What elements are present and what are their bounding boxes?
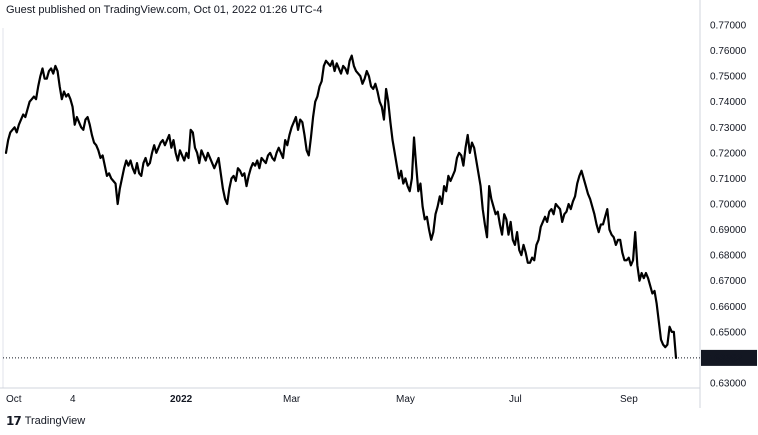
publish-info: Guest published on TradingView.com, Oct …	[6, 4, 323, 16]
y-axis-ticks: 0.77000 0.76000 0.75000 0.74000 0.73000 0.720…	[710, 21, 747, 390]
x-tick-label: Oct	[6, 394, 22, 405]
y-tick-label: 0.68000	[710, 251, 747, 262]
tradingview-branding[interactable]: 𝟭𝟳 TradingView	[6, 414, 85, 428]
y-tick-label: 0.74000	[710, 97, 747, 108]
y-tick-label: 0.73000	[710, 123, 747, 134]
y-tick-label: 0.77000	[710, 21, 747, 32]
y-tick-label: 0.71000	[710, 174, 747, 185]
x-tick-label: 2022	[170, 394, 193, 405]
y-tick-label: 0.69000	[710, 225, 747, 236]
x-axis-ticks: Oct 4 2022 Mar May Jul Sep	[6, 394, 638, 405]
y-tick-label: 0.63000	[710, 379, 747, 390]
last-price-label: 0.63982	[706, 353, 743, 364]
x-tick-label: Mar	[283, 394, 301, 405]
x-tick-label: Jul	[509, 394, 522, 405]
tradingview-logo-icon: 𝟭𝟳	[6, 414, 22, 428]
x-tick-label: 4	[70, 394, 76, 405]
price-series-line	[4, 54, 678, 360]
x-tick-label: Sep	[620, 394, 638, 405]
tradingview-brand-name: TradingView	[24, 415, 86, 427]
last-price-label-box	[701, 349, 757, 366]
y-tick-label: 0.70000	[710, 200, 747, 211]
y-tick-label: 0.65000	[710, 327, 747, 338]
y-tick-label: 0.72000	[710, 148, 747, 159]
x-tick-label: May	[396, 394, 415, 405]
y-tick-label: 0.75000	[710, 72, 747, 83]
y-tick-label: 0.76000	[710, 46, 747, 57]
y-tick-label: 0.67000	[710, 276, 747, 287]
y-tick-label: 0.66000	[710, 302, 747, 313]
